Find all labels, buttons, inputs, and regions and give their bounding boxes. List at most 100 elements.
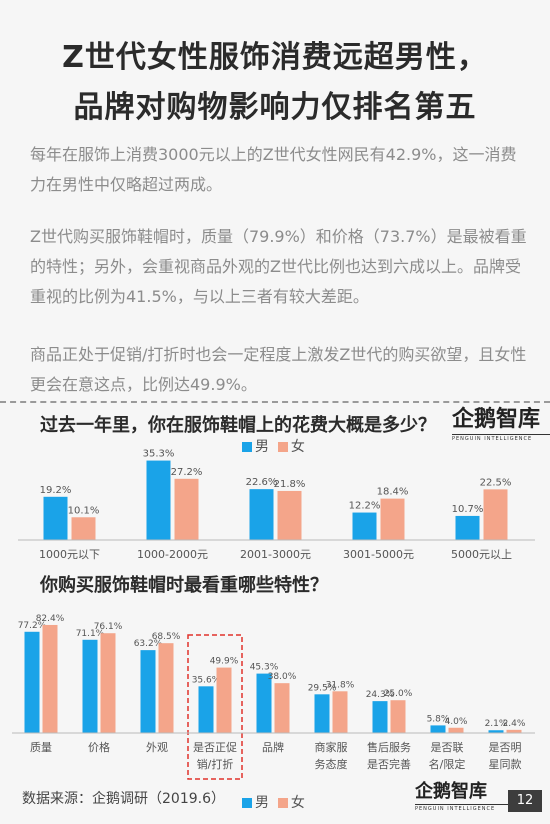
value-label-female-0: 10.1% [68, 505, 100, 516]
legend2-female-swatch [277, 798, 288, 808]
value-label-female-1: 27.2% [171, 467, 203, 478]
category-label-4: 5000元以上 [451, 548, 512, 561]
chart2-legend: 男 女 [242, 792, 305, 812]
bar-male-3 [198, 686, 214, 733]
category-label-1: 价格 [88, 740, 110, 754]
bar-female-2 [277, 490, 302, 540]
value-label-female-4: 38.0% [268, 672, 297, 682]
category-label-6-line0: 售后服务 [367, 740, 411, 754]
legend2-female-label: 女 [290, 795, 305, 811]
value-label-female-8: 2.4% [503, 719, 526, 729]
bar-female-4 [483, 489, 508, 540]
category-label-7-line0: 是否联 [431, 741, 464, 754]
legend2-male-swatch [242, 798, 252, 808]
bar-male-8 [488, 730, 504, 733]
value-label-male-2: 22.6% [246, 477, 278, 488]
bar-female-1 [100, 633, 116, 733]
value-label-male-4: 45.3% [250, 663, 279, 673]
value-label-female-6: 25.0% [384, 689, 413, 699]
bar-male-7 [430, 725, 446, 733]
logo-footer-wordmark: 企鹅智库 [415, 781, 487, 802]
category-label-4: 品牌 [262, 740, 284, 754]
bar-male-5 [314, 694, 330, 733]
chart1-title: 过去一年里，你在服饰鞋帽上的花费大概是多少？ [40, 415, 436, 436]
bar-female-0 [71, 517, 96, 540]
value-label-male-0: 19.2% [40, 485, 72, 496]
category-label-3-line1: 销/打折 [197, 757, 234, 771]
legend2-male-label: 男 [255, 795, 269, 811]
bar-male-0 [43, 496, 68, 540]
legend-female-swatch [277, 442, 288, 452]
category-label-3: 3001-5000元 [343, 548, 414, 561]
value-label-male-5: 29.5% [308, 683, 337, 693]
bar-male-3 [352, 512, 377, 540]
logo-subtitle: PENGUIN INTELLIGENCE [452, 434, 550, 442]
bar-male-4 [455, 515, 480, 540]
dashed-divider [0, 401, 550, 403]
paragraph-1: 每年在服饰上消费3000元以上的Z世代女性网民有42.9%，这一消费力在男性中仅… [30, 145, 517, 194]
bar-female-6 [390, 700, 406, 733]
value-label-female-4: 22.5% [480, 477, 512, 488]
category-label-0: 质量 [30, 741, 52, 754]
category-label-6-line1: 是否完善 [367, 757, 411, 771]
category-label-2: 2001-3000元 [240, 548, 311, 561]
value-label-female-3: 49.9% [210, 657, 239, 667]
value-label-male-2: 63.2% [134, 639, 163, 649]
value-label-male-3: 12.2% [349, 501, 381, 512]
chart2-svg: 77.2%82.4% 质量 71.1%76.1% 价格 63.2%68.5% 外观 35.6… [12, 614, 535, 780]
value-label-female-0: 82.4% [36, 614, 65, 624]
bar-female-8 [506, 729, 522, 733]
category-label-2: 外观 [146, 741, 168, 754]
bar-male-0 [24, 631, 40, 733]
value-label-male-1: 71.1% [76, 629, 105, 639]
value-label-male-8: 2.1% [485, 719, 508, 729]
bar-female-7 [448, 727, 464, 733]
value-label-male-7: 5.8% [427, 714, 450, 724]
bar-male-2 [140, 650, 156, 733]
chart2-title: 你购买服饰鞋帽时最看重哪些特性？ [40, 575, 328, 596]
page-number: 12 [508, 790, 542, 812]
logo: 企鹅智库 PENGUIN INTELLIGENCE [452, 408, 550, 448]
value-label-female-5: 31.8% [326, 680, 355, 690]
category-label-5-line1: 务态度 [315, 757, 348, 771]
bar-male-1 [82, 639, 98, 733]
value-label-female-3: 18.4% [377, 487, 409, 498]
value-label-male-1: 35.3% [143, 449, 175, 460]
bar-male-2 [249, 489, 274, 540]
chart1-legend: 男 女 [242, 436, 305, 456]
bar-female-2 [158, 643, 174, 733]
logo-wordmark: 企鹅智库 [452, 407, 541, 432]
data-source: 数据来源：企鹅调研（2019.6） [22, 791, 225, 807]
value-label-male-3: 35.6% [192, 675, 221, 685]
category-label-1: 1000-2000元 [137, 548, 208, 561]
bar-female-3 [380, 498, 405, 540]
paragraph-3: 商品正处于促销/打折时也会一定程度上激发Z世代的购买欲望，且女性更会在意这点，比… [30, 345, 527, 394]
category-label-8-line0: 是否明 [489, 741, 522, 754]
value-label-male-6: 24.3% [366, 690, 395, 700]
bar-male-1 [146, 460, 171, 540]
logo-footer-subtitle: PENGUIN INTELLIGENCE [415, 804, 510, 812]
bar-female-1 [174, 478, 199, 540]
bar-female-3 [216, 667, 232, 733]
chart1-svg: 19.2% 10.1% 1000元以下 35.3% 27.2% 1000-2000元 22.… [18, 449, 535, 561]
paragraph-2: Z世代购买服饰鞋帽时，质量（79.9%）和价格（73.7%）是最被看重的特性；另… [30, 227, 527, 306]
logo-footer: 企鹅智库 PENGUIN INTELLIGENCE [415, 782, 510, 822]
category-label-3-line0: 是否正促 [193, 740, 237, 754]
value-label-female-1: 76.1% [94, 622, 123, 632]
category-label-8-line1: 星同款 [489, 757, 522, 771]
value-label-male-4: 10.7% [452, 504, 484, 515]
legend-male-label: 男 [255, 439, 269, 455]
page-title-line2: 品牌对购物影响力仅排名第五 [73, 90, 477, 125]
legend-male-swatch [242, 442, 252, 452]
bar-male-4 [256, 673, 272, 733]
bar-female-5 [332, 691, 348, 733]
value-label-female-2: 68.5% [152, 632, 181, 642]
bar-female-0 [42, 624, 58, 733]
highlight-box [187, 634, 243, 780]
bar-male-6 [372, 701, 388, 733]
category-label-5-line0: 商家服 [315, 740, 348, 754]
value-label-female-7: 4.0% [445, 717, 468, 727]
value-label-female-2: 21.8% [274, 479, 306, 490]
legend-female-label: 女 [290, 439, 305, 455]
page-title-line1: Z世代女性服饰消费远超男性， [62, 40, 488, 75]
